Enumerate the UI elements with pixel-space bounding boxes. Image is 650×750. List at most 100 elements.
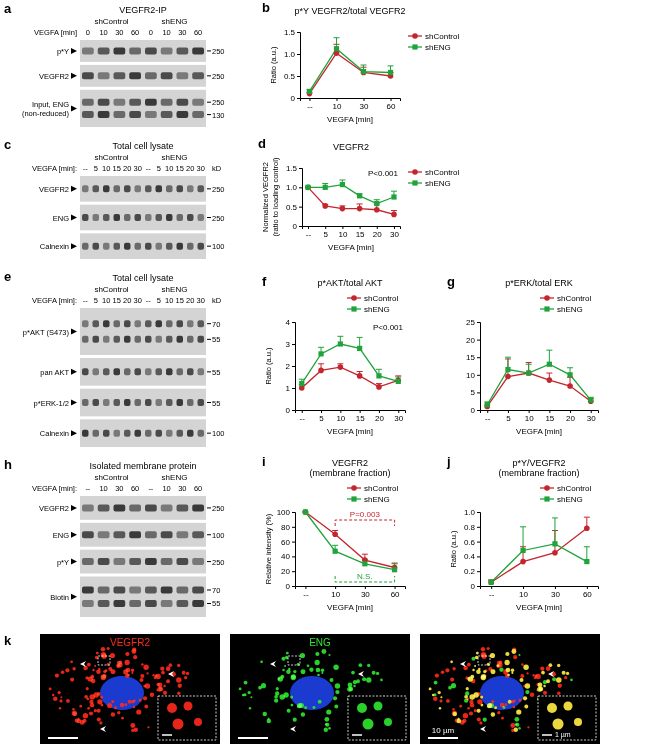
signal-dot: [132, 648, 136, 652]
signal-dot: [380, 679, 383, 682]
blot-band: [124, 336, 131, 343]
blot-band: [187, 336, 194, 343]
signal-dot: [101, 647, 105, 651]
time-value: 20: [186, 164, 194, 173]
blot-band: [114, 531, 126, 538]
point-marker: [584, 559, 589, 564]
signal-dot: [114, 706, 117, 709]
signal-dot: [70, 660, 73, 663]
signal-dot: [537, 687, 542, 692]
signal-dot: [53, 697, 57, 701]
blot-band: [124, 214, 131, 221]
y-tick: 100: [277, 508, 295, 517]
blot-band: [135, 214, 142, 221]
group-label: shControl: [94, 285, 128, 294]
blot-band: [177, 243, 184, 250]
nucleus: [480, 676, 524, 710]
blot-band: [156, 336, 163, 343]
y-tick-label: 0: [471, 582, 476, 591]
signal-dot: [438, 691, 441, 694]
signal-dot: [465, 676, 468, 679]
blot-band: [161, 72, 173, 79]
blot-band: [103, 185, 110, 192]
blot-band: [135, 320, 142, 327]
signal-dot: [491, 712, 495, 716]
signal-dot: [511, 668, 514, 671]
x-axis-title: VEGFA [min]: [327, 115, 373, 124]
point-marker: [520, 548, 525, 553]
y-axis-line: [299, 169, 303, 227]
blot-band: [98, 504, 110, 511]
blot-band: [177, 399, 184, 406]
blot-band: [187, 399, 194, 406]
signal-dot: [439, 707, 441, 709]
blot-band: [198, 368, 205, 375]
blot-title: Isolated membrane protein: [89, 461, 196, 471]
y-tick-label: 5: [471, 388, 476, 397]
signal-dot: [70, 678, 74, 682]
point-marker: [332, 531, 338, 537]
y-tick: 20: [466, 336, 480, 345]
chart-subtitle: (membrane fraction): [309, 468, 390, 478]
point-marker: [388, 70, 393, 75]
blot-strip: [80, 389, 206, 417]
blot-band: [114, 320, 121, 327]
inset-dot: [553, 719, 564, 730]
blot-band: [177, 99, 189, 106]
signal-dot: [477, 709, 481, 713]
blot-band: [145, 243, 152, 250]
signal-dot: [304, 706, 307, 709]
signal-dot: [511, 668, 514, 671]
point-marker: [333, 549, 338, 554]
signal-dot: [59, 699, 62, 702]
x-tick-label: 15: [356, 414, 365, 423]
marker-dash: [207, 507, 211, 508]
y-tick: 0: [471, 406, 480, 415]
group-label: shENG: [162, 285, 188, 294]
x-tick: 20: [375, 410, 384, 423]
signal-dot: [440, 696, 442, 698]
size-marker: 250: [212, 185, 225, 194]
scale-bar: [48, 737, 78, 739]
signal-dot: [166, 666, 171, 671]
inset-source: [98, 656, 110, 665]
point-marker: [505, 374, 511, 380]
blot-band: [198, 185, 205, 192]
signal-dot: [491, 712, 495, 716]
signal-dot: [467, 663, 471, 667]
legend-entry: shENG: [347, 305, 390, 314]
blot-band: [124, 243, 131, 250]
x-tick: 5: [323, 226, 328, 239]
signal-dot: [429, 687, 432, 690]
blot-band: [114, 558, 126, 565]
annotation: P=0.003: [350, 510, 381, 519]
signal-dot: [439, 707, 441, 709]
y-tick-mark: [297, 98, 300, 99]
signal-dot: [49, 687, 52, 690]
signal-dot: [182, 671, 186, 675]
chart-subtitle: (membrane fraction): [498, 468, 579, 478]
blot-band: [198, 214, 205, 221]
signal-dot: [111, 712, 115, 716]
y-tick: 40: [281, 552, 295, 561]
signal-dot: [79, 705, 82, 708]
signal-dot: [434, 681, 438, 685]
image-background: [420, 634, 600, 744]
time-value: --: [146, 296, 151, 305]
signal-dot: [432, 694, 434, 696]
row-label: Calnexin: [40, 429, 69, 438]
blot-band: [82, 47, 94, 54]
signal-dot: [541, 671, 545, 675]
blot-band: [103, 368, 110, 375]
signal-dot: [540, 667, 544, 671]
blot-band: [177, 368, 184, 375]
inset-dot: [357, 703, 367, 713]
x-tick-mark: [325, 226, 326, 229]
signal-dot: [471, 657, 475, 661]
signal-dot: [58, 691, 61, 694]
signal-dot: [487, 703, 492, 708]
y-tick-mark: [477, 392, 480, 393]
signal-dot: [333, 696, 337, 700]
point-marker: [395, 378, 401, 384]
error-cap: [299, 379, 305, 380]
